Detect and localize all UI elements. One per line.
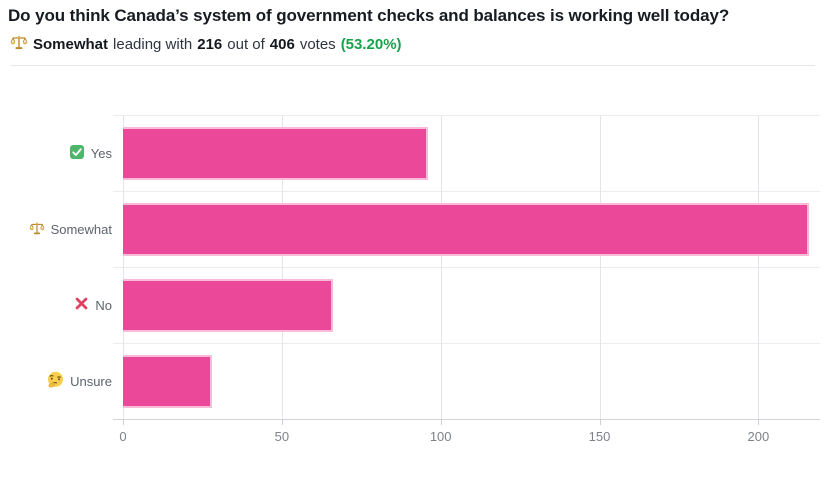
x-tick-label: 200	[747, 429, 770, 444]
total-votes: 406	[269, 35, 295, 53]
summary-text: votes	[299, 35, 336, 53]
gridline-vertical	[599, 115, 601, 419]
leader-percent: (53.20%)	[340, 35, 402, 53]
gridline-horizontal	[113, 191, 820, 192]
summary-text: out of	[227, 35, 265, 53]
chart-bar-unsure[interactable]	[123, 355, 212, 408]
x-axis-tick	[123, 419, 124, 425]
chart-bar-no[interactable]	[123, 279, 333, 332]
x-tick-label: 150	[588, 429, 611, 444]
x-axis-tick	[758, 419, 760, 425]
bar-chart-plot-area	[113, 115, 820, 425]
x-axis-tick	[440, 419, 442, 425]
x-axis-tick	[599, 419, 601, 425]
chart-bar-somewhat[interactable]	[123, 203, 809, 256]
header-divider	[10, 65, 815, 66]
balance-scale-icon	[10, 33, 28, 55]
gridline-horizontal	[113, 343, 820, 344]
x-axis-line	[113, 419, 820, 420]
cross-mark-icon	[74, 296, 89, 314]
leader-name: Somewhat	[33, 35, 109, 53]
category-label-text: Yes	[90, 145, 112, 161]
gridline-horizontal	[113, 267, 820, 268]
category-axis: Yes Somewhat No Unsure	[0, 115, 112, 419]
leader-votes: 216	[197, 35, 223, 53]
x-axis-tick	[281, 419, 283, 425]
category-label-text: Unsure	[70, 373, 112, 389]
category-label-somewhat: Somewhat	[0, 191, 112, 267]
chart-bar-yes[interactable]	[123, 127, 428, 180]
poll-leader-summary: Somewhat leading with 216 out of 406 vot…	[10, 33, 402, 55]
balance-scale-icon	[29, 220, 45, 239]
gridline-horizontal	[113, 115, 820, 116]
gridline-vertical	[281, 115, 283, 419]
gridline-vertical	[440, 115, 442, 419]
category-label-yes: Yes	[0, 115, 112, 191]
poll-question-title: Do you think Canada’s system of governme…	[8, 6, 730, 25]
value-axis-labels: 0 50 100 150 200	[119, 429, 820, 449]
x-tick-label: 0	[119, 429, 127, 444]
category-label-text: No	[95, 297, 112, 313]
summary-text: leading with	[113, 35, 193, 53]
category-label-no: No	[0, 267, 112, 343]
check-mark-icon	[69, 144, 85, 163]
gridline-vertical	[758, 115, 760, 419]
category-label-unsure: Unsure	[0, 343, 112, 419]
category-label-text: Somewhat	[50, 221, 112, 237]
gridline-vertical	[123, 115, 124, 419]
x-tick-label: 50	[274, 429, 290, 444]
x-tick-label: 100	[429, 429, 452, 444]
thinking-face-icon	[47, 371, 64, 391]
